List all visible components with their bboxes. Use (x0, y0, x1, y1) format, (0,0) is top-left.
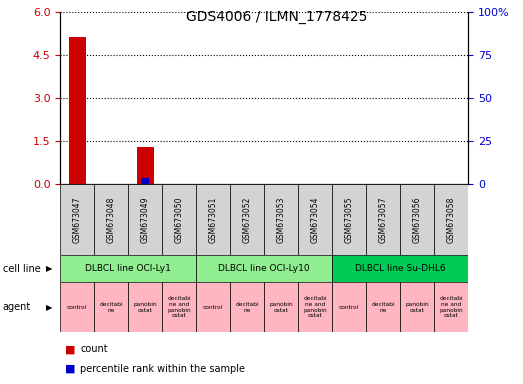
Text: GSM673047: GSM673047 (73, 197, 82, 243)
Bar (230, 282, 264, 332)
Bar (366, 282, 400, 332)
Text: GSM673050: GSM673050 (175, 197, 184, 243)
Text: decitabi
ne: decitabi ne (371, 302, 395, 313)
Text: GSM673058: GSM673058 (447, 197, 456, 243)
Text: DLBCL line OCI-Ly1: DLBCL line OCI-Ly1 (85, 264, 171, 273)
Bar (366, 184, 400, 255)
Text: decitabi
ne and
panobin
ostat: decitabi ne and panobin ostat (167, 296, 191, 318)
Text: cell line: cell line (3, 264, 40, 274)
Text: control: control (339, 305, 359, 310)
Text: panobin
ostat: panobin ostat (269, 302, 293, 313)
Bar (60, 282, 94, 332)
Bar (196, 282, 230, 332)
Text: panobin
ostat: panobin ostat (133, 302, 157, 313)
Text: ■: ■ (65, 364, 76, 374)
Text: DLBCL line OCI-Ly10: DLBCL line OCI-Ly10 (218, 264, 310, 273)
Bar (94, 184, 128, 255)
Bar (332, 255, 468, 282)
Bar (69, 38, 86, 184)
Bar (196, 255, 332, 282)
Bar (137, 147, 154, 184)
Bar (332, 184, 366, 255)
Text: GSM673055: GSM673055 (345, 197, 354, 243)
Text: count: count (80, 344, 108, 354)
Bar (162, 184, 196, 255)
Text: ▶: ▶ (47, 264, 53, 273)
Bar (400, 184, 434, 255)
Text: GSM673048: GSM673048 (107, 197, 116, 243)
Text: agent: agent (3, 302, 31, 312)
Bar (332, 282, 366, 332)
Text: percentile rank within the sample: percentile rank within the sample (80, 364, 245, 374)
Text: ■: ■ (65, 344, 76, 354)
Text: GSM673049: GSM673049 (141, 197, 150, 243)
Bar (400, 282, 434, 332)
Bar (141, 178, 149, 184)
Bar (162, 282, 196, 332)
Text: control: control (203, 305, 223, 310)
Text: GSM673057: GSM673057 (379, 197, 388, 243)
Bar (264, 184, 298, 255)
Bar (434, 184, 468, 255)
Text: GSM673053: GSM673053 (277, 197, 286, 243)
Bar (128, 282, 162, 332)
Bar (196, 184, 230, 255)
Bar (60, 255, 196, 282)
Bar (230, 184, 264, 255)
Text: GSM673051: GSM673051 (209, 197, 218, 243)
Bar (298, 184, 332, 255)
Text: control: control (67, 305, 87, 310)
Text: panobin
ostat: panobin ostat (405, 302, 429, 313)
Text: decitabi
ne: decitabi ne (99, 302, 123, 313)
Text: GDS4006 / ILMN_1778425: GDS4006 / ILMN_1778425 (186, 10, 367, 23)
Text: decitabi
ne: decitabi ne (235, 302, 259, 313)
Bar (298, 282, 332, 332)
Bar (264, 282, 298, 332)
Bar (94, 282, 128, 332)
Bar (434, 282, 468, 332)
Bar (60, 184, 94, 255)
Text: DLBCL line Su-DHL6: DLBCL line Su-DHL6 (355, 264, 446, 273)
Bar (128, 184, 162, 255)
Text: GSM673056: GSM673056 (413, 197, 422, 243)
Text: decitabi
ne and
panobin
ostat: decitabi ne and panobin ostat (303, 296, 327, 318)
Text: GSM673054: GSM673054 (311, 197, 320, 243)
Text: decitabi
ne and
panobin
ostat: decitabi ne and panobin ostat (439, 296, 463, 318)
Text: ▶: ▶ (47, 303, 53, 312)
Text: GSM673052: GSM673052 (243, 197, 252, 243)
